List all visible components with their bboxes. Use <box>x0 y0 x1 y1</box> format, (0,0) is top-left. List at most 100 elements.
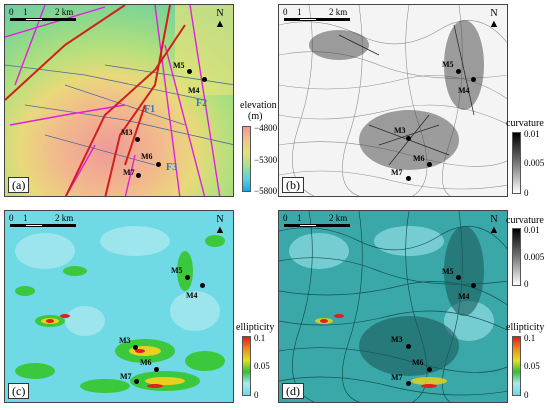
well-marker <box>185 275 190 280</box>
colorbar-unit: (m) <box>248 111 263 122</box>
colorbar-tick: 0.1 <box>254 333 266 343</box>
well-label-m7: M7 <box>123 168 135 177</box>
north-arrow-icon: N ▲ <box>488 8 500 30</box>
well-marker <box>406 381 411 386</box>
well-label-m4: M4 <box>458 292 470 301</box>
panel-label-c: (c) <box>8 383 30 399</box>
well-label-m6: M6 <box>413 154 425 163</box>
scale-tick-1: 1 <box>297 7 302 17</box>
well-marker <box>156 162 161 167</box>
well-marker <box>154 367 159 372</box>
scale-tick-0: 0 <box>9 213 14 223</box>
well-marker <box>456 275 461 280</box>
well-marker <box>135 137 140 142</box>
elevation-colorbar: elevation (m) −4800 −5300 −5800 <box>238 100 278 200</box>
scale-tick-0: 0 <box>9 7 14 17</box>
fault-label-f2: F2 <box>196 98 208 109</box>
north-label: N <box>490 8 498 19</box>
scale-bar: 0 1 2 km <box>9 7 77 21</box>
colorbar-tick: 0 <box>524 390 529 400</box>
well-label-m6: M6 <box>141 152 153 161</box>
panel-d-combined-map: 0 1 2 km N ▲ M5 M4 M3 M6 M7 (d) <box>278 210 508 403</box>
colorbar-title: ellipticity <box>506 322 545 333</box>
colorbar-title: ellipticity <box>236 322 275 333</box>
well-marker <box>200 283 205 288</box>
panel-a-elevation-map: 0 1 2 km N ▲ M5 M4 F1 F2 M3 M6 F3 M7 (a) <box>4 4 234 197</box>
north-label: N <box>216 8 224 19</box>
scale-tick-2: 2 km <box>55 213 74 223</box>
north-label: N <box>216 214 224 225</box>
colorbar-tick: 0.005 <box>524 158 545 168</box>
scale-tick-1: 1 <box>23 7 28 17</box>
well-label-m5: M5 <box>173 61 185 70</box>
north-label: N <box>490 214 498 225</box>
panel-label-a: (a) <box>8 177 30 193</box>
well-marker <box>456 69 461 74</box>
colorbar-tick: 0.1 <box>524 333 536 343</box>
panel-b-curvature-map: 0 1 2 km N ▲ M5 M4 M3 M6 M7 (b) <box>278 4 508 197</box>
north-arrow-icon: N ▲ <box>214 214 226 236</box>
colorbar-tick: 0.01 <box>524 225 540 235</box>
well-label-m4: M4 <box>458 86 470 95</box>
well-label-m3: M3 <box>119 336 131 345</box>
well-marker <box>187 69 192 74</box>
colorbar-tick: −4800 <box>254 123 278 133</box>
scale-bar: 0 1 2 km <box>9 213 77 227</box>
well-marker <box>202 77 207 82</box>
fault-label-f3: F3 <box>166 162 178 173</box>
colorbar-tick: −5800 <box>254 186 278 196</box>
colorbar-tick: 0.005 <box>524 252 545 262</box>
north-arrow-icon: N ▲ <box>488 214 500 236</box>
scale-tick-2: 2 km <box>329 7 348 17</box>
panel-label-d: (d) <box>282 383 304 399</box>
colorbar-title: curvature <box>506 118 544 129</box>
panel-label-b: (b) <box>282 177 304 193</box>
well-label-m3: M3 <box>391 335 403 344</box>
colorbar-tick: 0.05 <box>254 361 270 371</box>
well-label-m5: M5 <box>442 267 454 276</box>
north-arrow-icon: N ▲ <box>214 8 226 30</box>
scale-tick-2: 2 km <box>329 213 348 223</box>
ellipticity-map <box>5 211 233 402</box>
well-marker <box>133 345 138 350</box>
colorbar-tick: 0 <box>254 390 259 400</box>
well-label-m4: M4 <box>186 291 198 300</box>
elevation-map <box>5 5 233 196</box>
scale-bar: 0 1 2 km <box>283 213 351 227</box>
curvature-colorbar: curvature 0.01 0.005 0 <box>506 118 550 198</box>
well-label-m5: M5 <box>171 266 183 275</box>
well-marker <box>427 367 432 372</box>
colorbar-tick: −5300 <box>254 155 278 165</box>
well-marker <box>427 162 432 167</box>
colorbar-title: curvature <box>506 215 544 226</box>
well-marker <box>406 176 411 181</box>
curvature-colorbar-d: curvature 0.01 0.005 0 <box>506 215 550 293</box>
well-label-m3: M3 <box>121 128 133 137</box>
colorbar-tick: 0 <box>524 279 529 289</box>
scale-tick-2: 2 km <box>55 7 74 17</box>
well-label-m3: M3 <box>394 126 406 135</box>
well-marker <box>471 283 476 288</box>
colorbar-tick: 0.01 <box>524 129 540 139</box>
scale-bar: 0 1 2 km <box>283 7 351 21</box>
colorbar-tick: 0 <box>524 188 529 198</box>
well-marker <box>406 344 411 349</box>
scale-tick-1: 1 <box>297 213 302 223</box>
well-label-m4: M4 <box>188 86 200 95</box>
curvature-map <box>279 5 507 196</box>
well-marker <box>136 173 141 178</box>
well-label-m7: M7 <box>120 372 132 381</box>
well-marker <box>134 379 139 384</box>
ellipticity-colorbar: ellipticity 0.1 0.05 0 <box>236 322 276 404</box>
scale-tick-0: 0 <box>283 7 288 17</box>
well-label-m7: M7 <box>391 168 403 177</box>
scale-tick-0: 0 <box>283 213 288 223</box>
ellipticity-colorbar-d: ellipticity 0.1 0.05 0 <box>506 322 550 404</box>
well-label-m7: M7 <box>391 373 403 382</box>
panel-c-ellipticity-map: 0 1 2 km N ▲ M5 M4 M3 M6 M7 (c) <box>4 210 234 403</box>
well-marker <box>406 136 411 141</box>
fault-label-f1: F1 <box>144 104 156 115</box>
well-label-m6: M6 <box>412 358 424 367</box>
well-marker <box>471 77 476 82</box>
colorbar-tick: 0.05 <box>524 361 540 371</box>
